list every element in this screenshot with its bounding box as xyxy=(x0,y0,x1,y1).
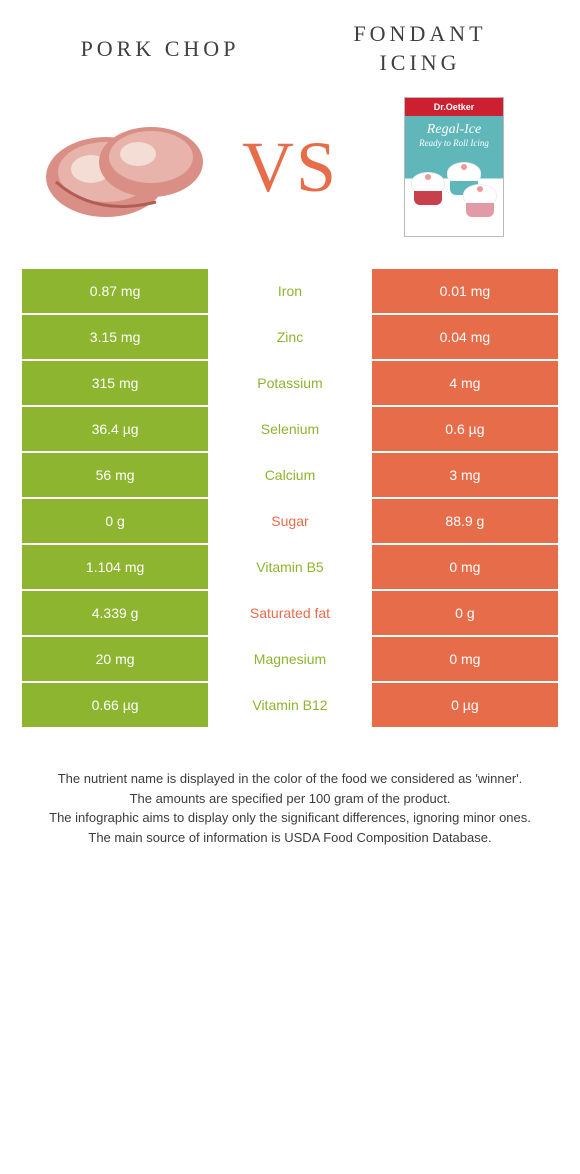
left-value: 0.87 mg xyxy=(22,269,208,313)
right-value: 0 µg xyxy=(372,683,558,727)
table-row: 0 gSugar88.9 g xyxy=(22,499,558,543)
nutrient-label: Sugar xyxy=(210,499,370,543)
right-value: 0 mg xyxy=(372,545,558,589)
right-title-l2: ICING xyxy=(379,50,460,75)
table-row: 36.4 µgSelenium0.6 µg xyxy=(22,407,558,451)
left-value: 20 mg xyxy=(22,637,208,681)
header: PORK CHOP FONDANT ICING xyxy=(20,20,560,87)
pork-chop-icon xyxy=(36,107,216,227)
comparison-table: 0.87 mgIron0.01 mg3.15 mgZinc0.04 mg315 … xyxy=(20,267,560,729)
right-value: 4 mg xyxy=(372,361,558,405)
footnote-l1: The nutrient name is displayed in the co… xyxy=(34,769,546,789)
fondant-cakes xyxy=(405,154,503,236)
nutrient-label: Vitamin B12 xyxy=(210,683,370,727)
left-value: 3.15 mg xyxy=(22,315,208,359)
left-value: 56 mg xyxy=(22,453,208,497)
left-value: 0 g xyxy=(22,499,208,543)
table-row: 0.87 mgIron0.01 mg xyxy=(22,269,558,313)
fondant-icing-icon: Dr.Oetker Regal-Ice Ready to Roll Icing xyxy=(404,97,504,237)
left-image xyxy=(20,97,232,237)
right-value: 0.04 mg xyxy=(372,315,558,359)
nutrient-label: Zinc xyxy=(210,315,370,359)
footnote-l3: The infographic aims to display only the… xyxy=(34,808,546,828)
fondant-brand: Dr.Oetker xyxy=(405,98,503,116)
vs-row: VS Dr.Oetker Regal-Ice Ready to Roll Ici… xyxy=(20,97,560,237)
table-row: 0.66 µgVitamin B120 µg xyxy=(22,683,558,727)
left-value: 0.66 µg xyxy=(22,683,208,727)
nutrient-label: Calcium xyxy=(210,453,370,497)
table-row: 56 mgCalcium3 mg xyxy=(22,453,558,497)
footnote-l4: The main source of information is USDA F… xyxy=(34,828,546,848)
fondant-name: Regal-Ice Ready to Roll Icing xyxy=(405,116,503,154)
right-value: 3 mg xyxy=(372,453,558,497)
left-value: 1.104 mg xyxy=(22,545,208,589)
table-row: 315 mgPotassium4 mg xyxy=(22,361,558,405)
table-row: 20 mgMagnesium0 mg xyxy=(22,637,558,681)
right-title: FONDANT ICING xyxy=(290,20,550,77)
right-value: 0.01 mg xyxy=(372,269,558,313)
table-row: 4.339 gSaturated fat0 g xyxy=(22,591,558,635)
nutrient-label: Iron xyxy=(210,269,370,313)
nutrient-label: Saturated fat xyxy=(210,591,370,635)
table-row: 1.104 mgVitamin B50 mg xyxy=(22,545,558,589)
right-value: 0.6 µg xyxy=(372,407,558,451)
left-value: 315 mg xyxy=(22,361,208,405)
nutrient-label: Vitamin B5 xyxy=(210,545,370,589)
right-value: 0 mg xyxy=(372,637,558,681)
right-value: 0 g xyxy=(372,591,558,635)
footnote-l2: The amounts are specified per 100 gram o… xyxy=(34,789,546,809)
nutrient-label: Potassium xyxy=(210,361,370,405)
left-value: 4.339 g xyxy=(22,591,208,635)
nutrient-label: Magnesium xyxy=(210,637,370,681)
fondant-name-big: Regal-Ice xyxy=(407,122,501,138)
right-value: 88.9 g xyxy=(372,499,558,543)
right-image: Dr.Oetker Regal-Ice Ready to Roll Icing xyxy=(348,97,560,237)
footnote: The nutrient name is displayed in the co… xyxy=(20,769,560,847)
vs-label: VS xyxy=(232,126,348,209)
table-row: 3.15 mgZinc0.04 mg xyxy=(22,315,558,359)
left-title: PORK CHOP xyxy=(30,36,290,62)
left-value: 36.4 µg xyxy=(22,407,208,451)
fondant-sub: Ready to Roll Icing xyxy=(419,138,489,148)
nutrient-label: Selenium xyxy=(210,407,370,451)
right-title-l1: FONDANT xyxy=(353,21,486,46)
